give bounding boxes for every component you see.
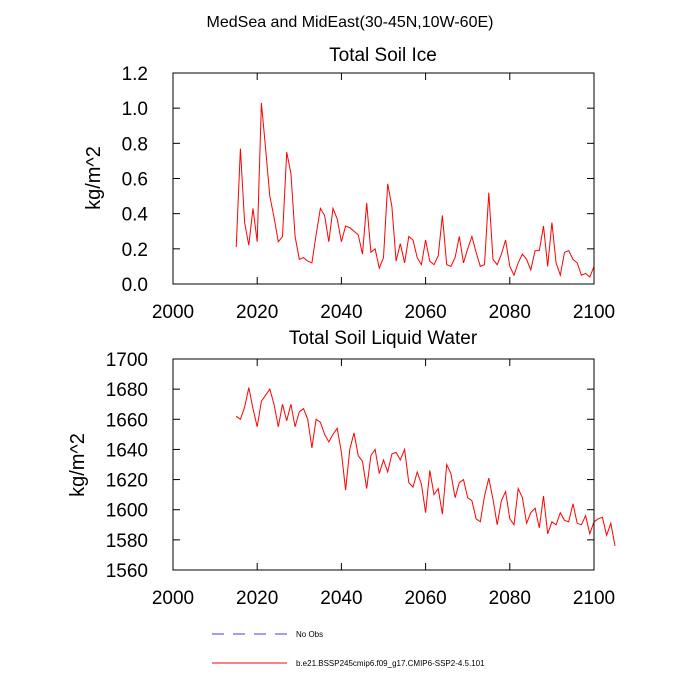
series-line-soil-ice <box>235 102 595 278</box>
y-tick-label: 1680 <box>106 380 148 401</box>
x-tick-label: 2000 <box>152 302 194 323</box>
legend: No Obs b.e21.BSSP245cmip6.f09_g17.CMIP6-… <box>212 630 485 668</box>
y-tick-label: 1.0 <box>122 99 148 120</box>
plot-frame-soil-ice <box>172 72 595 285</box>
x-tick-label: 2060 <box>404 302 446 323</box>
y-ticks-soil-liquid: 1560 1580 1600 1620 1640 1660 1680 1700 <box>106 350 594 582</box>
x-tick-label: 2000 <box>152 588 194 609</box>
y-tick-label: 0.0 <box>122 275 148 296</box>
x-tick-label: 2080 <box>489 588 531 609</box>
plot-frame-soil-liquid <box>172 358 595 571</box>
x-tick-label: 2020 <box>236 588 278 609</box>
y-tick-label: 1580 <box>106 531 148 552</box>
x-tick-label: 2040 <box>320 588 362 609</box>
y-tick-label: 1560 <box>106 561 148 582</box>
legend-label-model: b.e21.BSSP245cmip6.f09_g17.CMIP6-SSP2-4.… <box>296 659 485 668</box>
y-tick-label: 1640 <box>106 440 148 461</box>
y-tick-label: 1660 <box>106 410 148 431</box>
y-axis-title-soil-ice: kg/m^2 <box>83 146 105 210</box>
y-tick-label: 0.8 <box>122 134 148 155</box>
x-tick-label: 2040 <box>320 302 362 323</box>
figure-title: MedSea and MidEast(30-45N,10W-60E) <box>207 14 494 31</box>
legend-label-no-obs: No Obs <box>296 630 323 639</box>
x-tick-label: 2080 <box>489 302 531 323</box>
y-tick-label: 0.4 <box>122 205 149 226</box>
panel-title-soil-liquid: Total Soil Liquid Water <box>289 328 478 349</box>
y-tick-label: 1600 <box>106 501 148 522</box>
y-tick-label: 0.6 <box>122 170 148 191</box>
y-tick-label: 1700 <box>106 350 148 371</box>
x-tick-label: 2060 <box>404 588 446 609</box>
x-tick-label: 2020 <box>236 302 278 323</box>
y-axis-title-soil-liquid: kg/m^2 <box>67 433 89 497</box>
y-ticks-soil-ice: 0.0 0.2 0.4 0.6 0.8 1.0 1.2 <box>122 64 594 296</box>
y-tick-label: 1620 <box>106 471 148 492</box>
panel-soil-liquid: Total Soil Liquid Water kg/m^2 156015801… <box>67 328 616 609</box>
panel-title-soil-ice: Total Soil Ice <box>329 45 437 66</box>
x-tick-label: 2100 <box>573 588 615 609</box>
y-tick-label: 1.2 <box>122 64 148 85</box>
y-tick-label: 0.2 <box>122 240 148 261</box>
x-ticks-soil-ice: 2000 2020 2040 2060 2080 2100 <box>152 73 615 323</box>
series-line-soil-liquid <box>235 387 616 546</box>
panel-soil-ice: Total Soil Ice kg/m^2 0.0 0.2 0.4 0.6 0.8 1.0… <box>83 45 615 323</box>
x-tick-label: 2100 <box>573 302 615 323</box>
x-ticks-soil-liquid: 2000 2020 2040 2060 2080 2100 <box>152 359 615 609</box>
